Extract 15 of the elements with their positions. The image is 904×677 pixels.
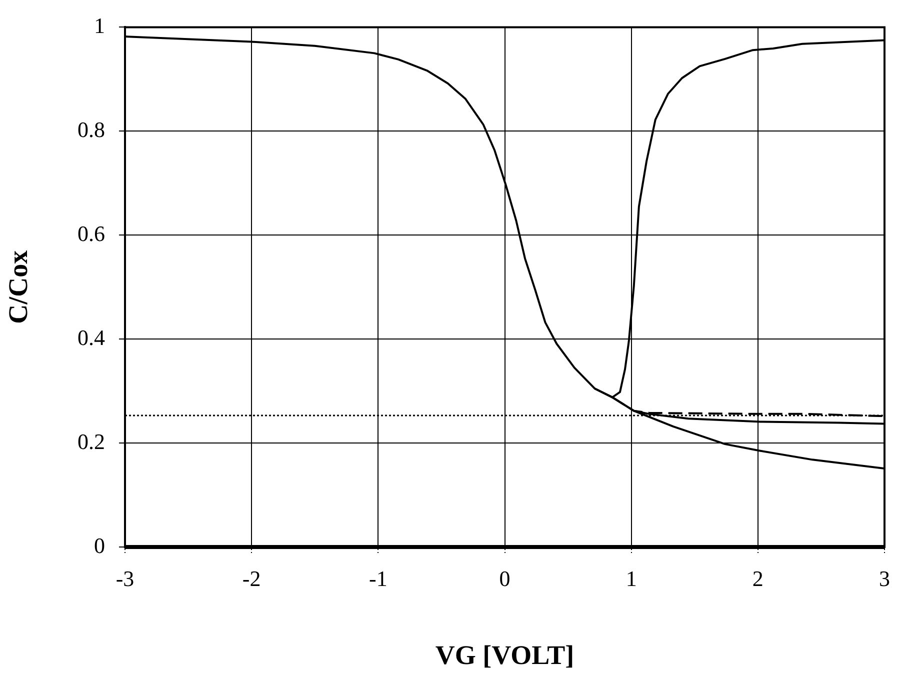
x-tick-label: 0 [499,566,510,591]
y-tick-label: 1 [94,12,105,38]
x-tick-label: -2 [242,566,261,591]
y-axis-title: C/Cox [3,250,34,324]
y-tick-label: 0.4 [78,324,105,350]
x-tick-label: 3 [879,566,890,591]
x-tick-label: -1 [369,566,388,591]
y-tick-label: 0 [94,532,105,558]
y-tick-label: 0.8 [78,116,105,142]
y-tick-label: 0.6 [78,220,105,246]
x-tick-label: 2 [752,566,764,591]
x-axis-title: VG [VOLT] [435,640,574,670]
y-tick-label: 0.2 [78,428,105,454]
x-tick-label: 1 [626,566,637,591]
x-tick-label: -3 [116,566,134,591]
